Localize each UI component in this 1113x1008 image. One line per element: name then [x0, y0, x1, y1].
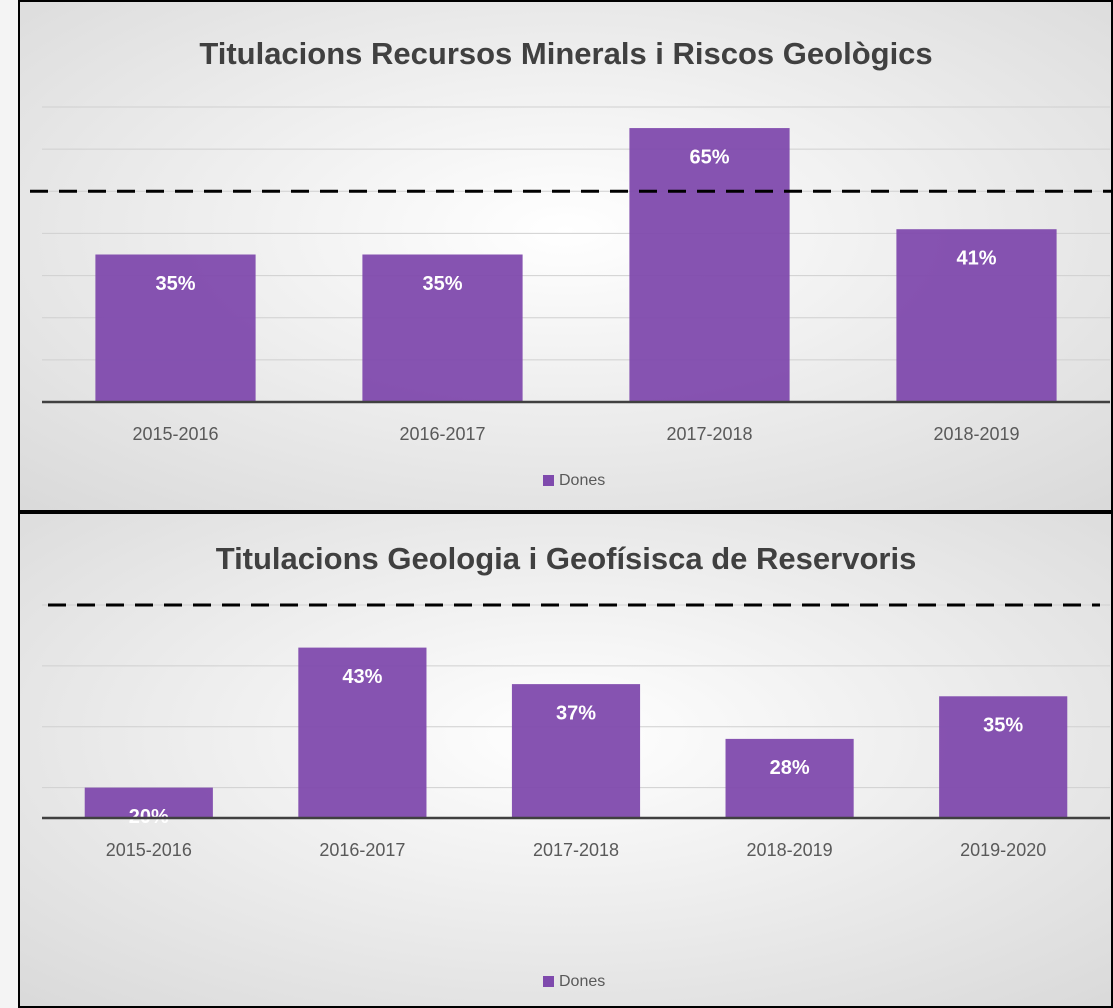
- x-tick-label: 2019-2020: [960, 840, 1046, 860]
- x-tick-label: 2017-2018: [666, 424, 752, 444]
- legend-label: Dones: [559, 472, 605, 489]
- data-label: 43%: [342, 666, 382, 688]
- x-tick-label: 2015-2016: [132, 424, 218, 444]
- legend-swatch: [543, 475, 554, 486]
- bar: [629, 128, 790, 403]
- chart-title: Titulacions Geologia i Geofísisca de Res…: [216, 541, 917, 576]
- data-label: 37%: [556, 702, 596, 724]
- data-label: 28%: [770, 757, 810, 779]
- x-tick-label: 2015-2016: [106, 840, 192, 860]
- data-label: 65%: [689, 146, 729, 168]
- chart-title: Titulacions Recursos Minerals i Riscos G…: [199, 36, 932, 71]
- x-tick-label: 2018-2019: [933, 424, 1019, 444]
- x-tick-label: 2018-2019: [747, 840, 833, 860]
- bar: [95, 254, 256, 402]
- bar: [725, 738, 854, 818]
- x-tick-label: 2016-2017: [399, 424, 485, 444]
- data-label: 35%: [983, 715, 1023, 737]
- x-tick-label: 2017-2018: [533, 840, 619, 860]
- bar: [939, 696, 1068, 818]
- bar: [298, 647, 427, 818]
- legend-swatch: [543, 976, 554, 987]
- bar: [362, 254, 523, 402]
- data-label: 35%: [422, 273, 462, 295]
- data-label: 35%: [155, 273, 195, 295]
- bar: [896, 229, 1057, 402]
- bar: [84, 787, 213, 818]
- bar: [511, 684, 641, 818]
- legend-label: Dones: [559, 973, 605, 990]
- data-label: 41%: [956, 247, 996, 269]
- x-tick-label: 2016-2017: [319, 840, 405, 860]
